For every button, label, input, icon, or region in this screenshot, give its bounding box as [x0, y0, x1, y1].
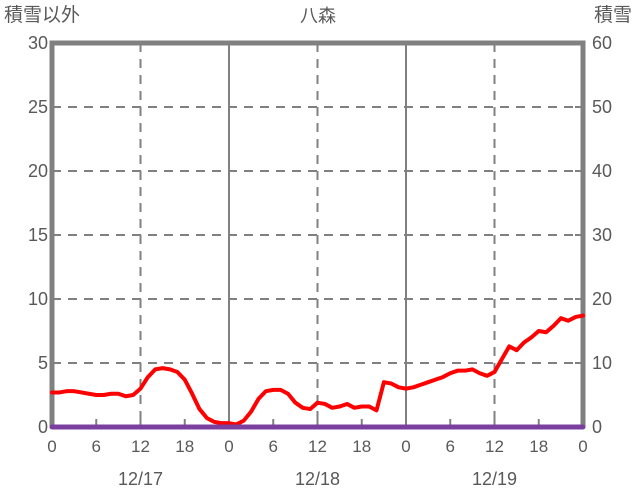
- x-tick-label: 12: [131, 437, 150, 456]
- right-tick-label: 20: [592, 289, 613, 309]
- x-date-label: 12/17: [117, 469, 164, 489]
- right-tick-label: 10: [592, 353, 613, 373]
- right-tick-label: 40: [592, 161, 613, 181]
- x-tick-label: 6: [91, 437, 101, 456]
- right-tick-label: 50: [592, 97, 613, 117]
- left-tick-label: 25: [27, 97, 48, 117]
- x-date-label: 12/19: [471, 469, 518, 489]
- right-axis-title: 積雪: [593, 5, 632, 26]
- x-tick-label: 18: [352, 437, 372, 456]
- x-tick-label: 12: [308, 437, 327, 456]
- x-tick-label: 6: [445, 437, 455, 456]
- x-tick-label: 6: [268, 437, 278, 456]
- left-tick-label: 15: [27, 225, 48, 245]
- x-tick-label: 18: [175, 437, 195, 456]
- x-tick-label: 0: [578, 437, 588, 456]
- chart-title: 八森: [300, 6, 336, 26]
- left-axis-title: 積雪以外: [4, 5, 81, 26]
- left-tick-label: 5: [37, 353, 48, 373]
- x-tick-label: 0: [224, 437, 234, 456]
- x-tick-label: 12: [485, 437, 504, 456]
- x-date-label: 12/18: [294, 469, 341, 489]
- right-tick-label: 60: [592, 33, 613, 53]
- x-tick-label: 0: [401, 437, 411, 456]
- left-tick-label: 20: [27, 161, 48, 181]
- x-tick-label: 0: [47, 437, 57, 456]
- right-tick-label: 30: [592, 225, 613, 245]
- right-tick-label: 0: [592, 417, 603, 437]
- gridlines: [52, 43, 583, 427]
- data-series-layer: [49, 313, 586, 430]
- left-tick-label: 0: [37, 417, 48, 437]
- left-tick-label: 30: [27, 33, 48, 53]
- x-tick-label: 18: [529, 437, 549, 456]
- left-tick-label: 10: [27, 289, 48, 309]
